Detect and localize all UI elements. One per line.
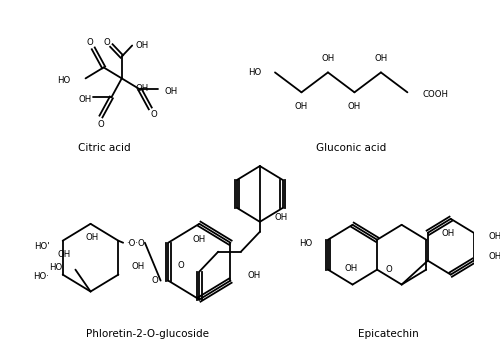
Text: COOH: COOH <box>422 90 448 99</box>
Text: OH: OH <box>58 250 71 259</box>
Text: O: O <box>152 276 158 285</box>
Text: O: O <box>104 38 110 47</box>
Text: HO: HO <box>57 76 70 85</box>
Text: OH: OH <box>86 233 99 242</box>
Text: ·O·O: ·O·O <box>126 239 144 248</box>
Text: O: O <box>86 38 93 47</box>
Text: OH: OH <box>295 102 308 111</box>
Text: OH: OH <box>132 262 145 271</box>
Text: O: O <box>98 120 104 129</box>
Text: OH: OH <box>489 252 500 261</box>
Text: OH: OH <box>322 54 334 63</box>
Text: OH: OH <box>135 84 148 93</box>
Text: O: O <box>178 261 184 270</box>
Text: OH: OH <box>164 87 177 96</box>
Text: HO: HO <box>300 239 313 248</box>
Text: OH: OH <box>442 229 454 238</box>
Text: HO': HO' <box>34 242 50 251</box>
Text: OH: OH <box>348 102 361 111</box>
Text: Epicatechin: Epicatechin <box>358 329 419 339</box>
Text: Gluconic acid: Gluconic acid <box>316 143 386 153</box>
Text: OH: OH <box>374 54 388 63</box>
Text: OH: OH <box>248 271 260 280</box>
Text: Citric acid: Citric acid <box>78 143 131 153</box>
Text: Phloretin-2-O-glucoside: Phloretin-2-O-glucoside <box>86 329 209 339</box>
Text: OH: OH <box>344 264 358 273</box>
Text: OH: OH <box>275 213 288 222</box>
Text: HO: HO <box>49 263 62 272</box>
Text: O: O <box>386 265 392 274</box>
Text: HO: HO <box>248 68 262 77</box>
Text: HO·: HO· <box>34 272 50 281</box>
Text: OH: OH <box>489 232 500 241</box>
Text: O: O <box>150 110 158 119</box>
Text: OH: OH <box>136 41 149 50</box>
Text: OH: OH <box>192 235 206 244</box>
Text: OH: OH <box>78 95 92 104</box>
